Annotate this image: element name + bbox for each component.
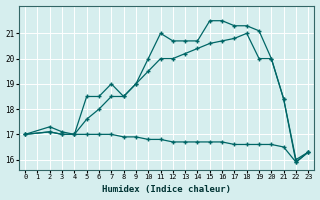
X-axis label: Humidex (Indice chaleur): Humidex (Indice chaleur) [102,185,231,194]
